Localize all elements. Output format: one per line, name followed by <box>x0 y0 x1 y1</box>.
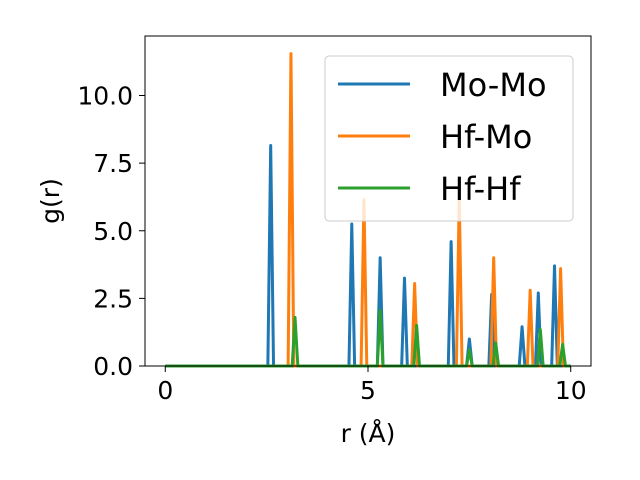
legend-label-hf-mo: Hf-Mo <box>440 118 532 156</box>
y-tick-label: 7.5 <box>93 149 133 178</box>
x-tick-label: 5 <box>360 376 376 405</box>
legend: Mo-Mo Hf-Mo Hf-Hf <box>324 55 574 222</box>
y-axis: 0.0 2.5 5.0 7.5 10.0 <box>77 82 145 381</box>
legend-label-hf-hf: Hf-Hf <box>440 170 521 208</box>
x-tick-label: 0 <box>157 376 173 405</box>
x-axis: 0 5 10 <box>157 366 587 405</box>
y-tick-label: 2.5 <box>93 284 133 313</box>
y-tick-label: 10.0 <box>77 82 133 111</box>
y-tick-label: 0.0 <box>93 352 133 381</box>
legend-label-mo-mo: Mo-Mo <box>440 66 547 104</box>
x-tick-label: 10 <box>555 376 587 405</box>
x-axis-label: r (Å) <box>341 419 396 448</box>
y-tick-label: 5.0 <box>93 217 133 246</box>
legend-frame <box>324 55 574 222</box>
y-axis-label: g(r) <box>36 178 65 224</box>
